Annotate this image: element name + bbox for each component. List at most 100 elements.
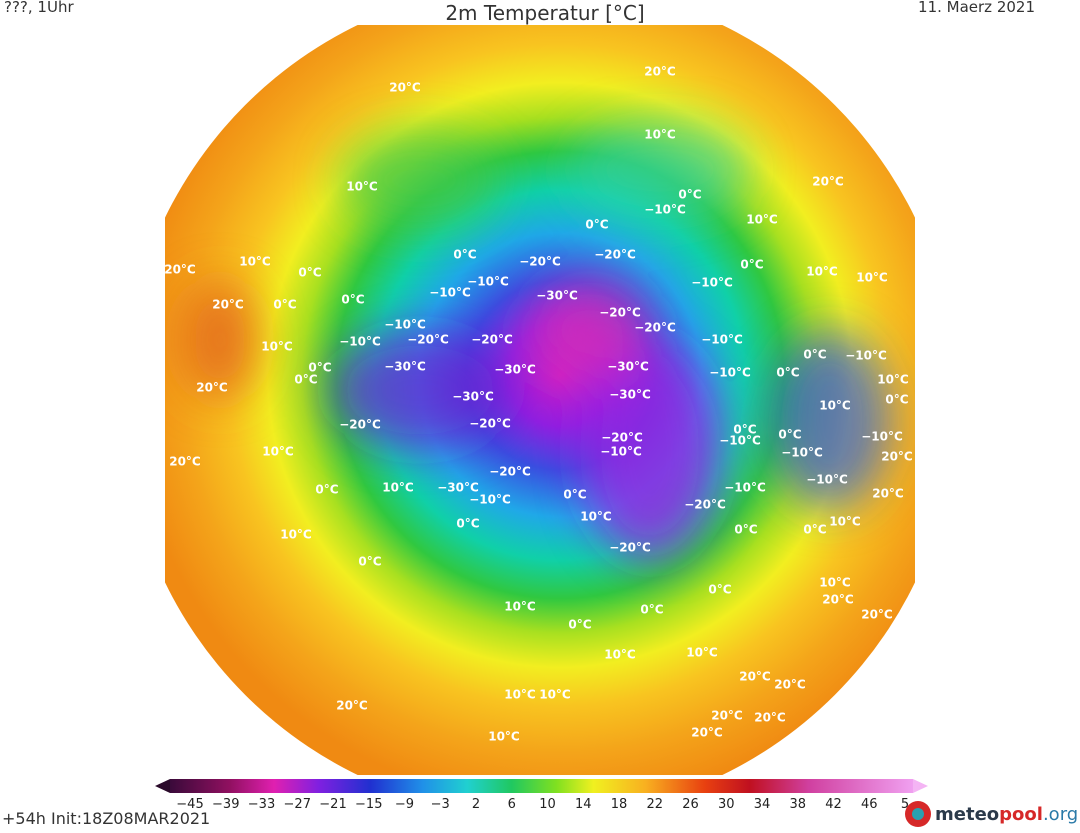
contour-label: −10°C	[467, 275, 509, 289]
run-info: +54h Init:18Z08MAR2021	[2, 809, 210, 828]
contour-label: 10°C	[488, 730, 520, 744]
contour-label: 10°C	[580, 510, 612, 524]
contour-label: −10°C	[806, 473, 848, 487]
colorbar-label: −9	[395, 797, 414, 812]
contour-label: −30°C	[452, 390, 494, 404]
contour-label: 20°C	[196, 381, 228, 395]
colorbar-labels: −45 −39 −33 −27 −21 −15 −9 −3 2 6 10 14 18 22 26 30 34 38…	[176, 797, 909, 812]
map	[165, 25, 915, 775]
contour-label: 0°C	[563, 488, 586, 502]
colorbar-label: −15	[355, 797, 382, 812]
contour-label: 20°C	[872, 487, 904, 501]
colorbar-label: −39	[212, 797, 239, 812]
contour-label: −10°C	[339, 335, 381, 349]
contour-label: 10°C	[829, 515, 861, 529]
contour-label: −10°C	[644, 203, 686, 217]
logo-part: pool	[999, 804, 1043, 825]
contour-label: −10°C	[861, 430, 903, 444]
colorbar-label: 6	[508, 797, 516, 812]
contour-label: 0°C	[803, 348, 826, 362]
contour-label: 0°C	[708, 583, 731, 597]
contour-label: 0°C	[358, 555, 381, 569]
colorbar-label: 42	[825, 797, 842, 812]
contour-label: 10°C	[806, 265, 838, 279]
contour-label: 10°C	[644, 128, 676, 142]
contour-label: 20°C	[389, 81, 421, 95]
contour-label: −10°C	[600, 445, 642, 459]
contour-label: 20°C	[739, 670, 771, 684]
contour-label: 0°C	[453, 248, 476, 262]
contour-label: −30°C	[536, 289, 578, 303]
contour-label: 20°C	[164, 263, 196, 277]
contour-label: −20°C	[601, 431, 643, 445]
contour-label: −10°C	[709, 366, 751, 380]
contour-label: −20°C	[609, 541, 651, 555]
contour-label: −20°C	[469, 417, 511, 431]
contour-label: 10°C	[686, 646, 718, 660]
contour-label: 10°C	[262, 445, 294, 459]
contour-label: 20°C	[822, 593, 854, 607]
colorbar-label: 22	[646, 797, 663, 812]
colorbar	[170, 779, 913, 793]
contour-label: 0°C	[456, 517, 479, 531]
contour-label: 20°C	[812, 175, 844, 189]
contour-label: 20°C	[861, 608, 893, 622]
contour-label: −10°C	[781, 446, 823, 460]
contour-label: −10°C	[724, 481, 766, 495]
contour-label: −30°C	[607, 360, 649, 374]
contour-label: 20°C	[754, 711, 786, 725]
contour-label: −20°C	[634, 321, 676, 335]
contour-label: −20°C	[594, 248, 636, 262]
header-left: ???, 1Uhr	[4, 0, 74, 16]
contour-labels: 20°C20°C10°C10°C 20°C0°C−10°C10°C0°C0°C −2…	[164, 65, 913, 744]
contour-label: −10°C	[384, 318, 426, 332]
title: 2m Temperatur [°C]	[445, 1, 644, 25]
contour-label: 10°C	[604, 648, 636, 662]
contour-label: −20°C	[599, 306, 641, 320]
contour-label: 10°C	[346, 180, 378, 194]
contour-label: −20°C	[471, 333, 513, 347]
contour-label: 0°C	[776, 366, 799, 380]
contour-label: −20°C	[684, 498, 726, 512]
contour-label: 10°C	[539, 688, 571, 702]
contour-label: −30°C	[609, 388, 651, 402]
contour-label: 10°C	[504, 600, 536, 614]
contour-label: −10°C	[701, 333, 743, 347]
contour-label: −10°C	[845, 349, 887, 363]
colorbar-label: −21	[319, 797, 346, 812]
contour-label: 20°C	[644, 65, 676, 79]
colorbar-label: 18	[611, 797, 628, 812]
colorbar-label: 30	[718, 797, 735, 812]
contour-label: 0°C	[733, 423, 756, 437]
date: 11. Maerz 2021	[918, 0, 1035, 16]
contour-label: −10°C	[691, 276, 733, 290]
contour-label: 20°C	[336, 699, 368, 713]
contour-label: 0°C	[294, 373, 317, 387]
colorbar-label: −45	[176, 797, 203, 812]
contour-label: 20°C	[881, 450, 913, 464]
contour-label: 20°C	[212, 298, 244, 312]
logo-part: meteo	[935, 804, 999, 825]
contour-label: −30°C	[494, 363, 536, 377]
contour-label: 10°C	[239, 255, 271, 269]
contour-label: −30°C	[384, 360, 426, 374]
contour-label: −30°C	[437, 481, 479, 495]
colorbar-label: 2	[472, 797, 480, 812]
contour-label: −20°C	[339, 418, 381, 432]
contour-label: 20°C	[691, 726, 723, 740]
contour-label: 10°C	[746, 213, 778, 227]
colorbar-label: 26	[682, 797, 699, 812]
contour-label: 0°C	[778, 428, 801, 442]
contour-label: −10°C	[429, 286, 471, 300]
colorbar-label: 34	[754, 797, 771, 812]
contour-label: −10°C	[469, 493, 511, 507]
contour-label: 0°C	[298, 266, 321, 280]
colorbar-label: −27	[284, 797, 311, 812]
colorbar-label: 46	[861, 797, 878, 812]
contour-label: 20°C	[169, 455, 201, 469]
contour-label: 0°C	[568, 618, 591, 632]
contour-label: 0°C	[273, 298, 296, 312]
colorbar-label: 5	[901, 797, 909, 812]
contour-label: 20°C	[774, 678, 806, 692]
